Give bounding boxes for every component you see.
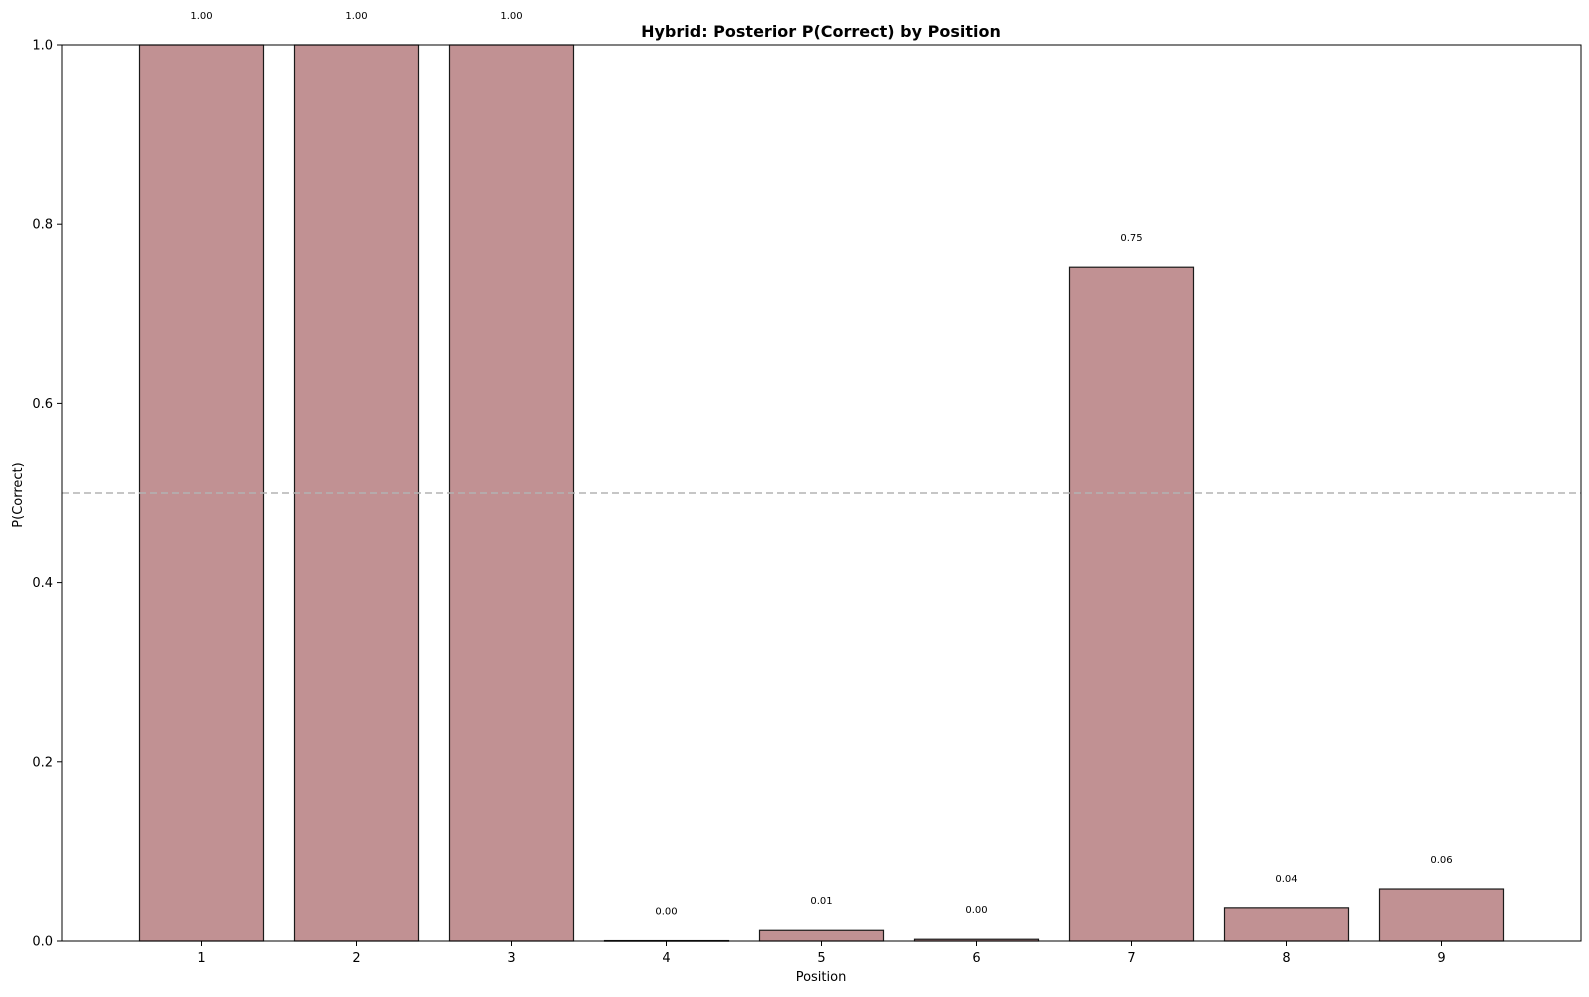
y-tick-label: 0.0: [32, 935, 53, 950]
x-axis-label: Position: [796, 970, 847, 985]
bar-8: [1223, 907, 1350, 942]
x-tick-label: 3: [507, 951, 515, 966]
y-tick-label: 0.2: [32, 755, 53, 770]
x-tick-label: 8: [1282, 951, 1290, 966]
bar-7: [1068, 266, 1195, 942]
x-tick-label: 6: [972, 951, 980, 966]
data-label-7: 0.75: [1120, 233, 1142, 244]
y-tick-label: 0.6: [32, 397, 53, 412]
bar-2: [293, 44, 420, 942]
data-label-5: 0.01: [810, 896, 832, 907]
data-label-3: 1.00: [500, 11, 522, 22]
bar-5: [758, 929, 885, 942]
y-tick-label: 0.4: [32, 576, 53, 591]
x-tick-label: 4: [662, 951, 670, 966]
bar-9: [1378, 888, 1505, 942]
data-label-2: 1.00: [345, 11, 367, 22]
data-label-6: 0.00: [965, 905, 987, 916]
x-tick-label: 9: [1437, 951, 1445, 966]
data-label-1: 1.00: [190, 11, 212, 22]
data-label-8: 0.04: [1275, 874, 1297, 885]
y-tick-label: 1.0: [32, 39, 53, 54]
y-axis-label: P(Correct): [11, 462, 26, 527]
x-tick-label: 7: [1127, 951, 1135, 966]
data-label-9: 0.06: [1430, 855, 1452, 866]
plot-area: 1.00 1.00 1.00 0.00 0.01 0.00 0.75 0.04 0.06 0.0 0…: [32, 11, 1582, 966]
y-tick-label: 0.8: [32, 218, 53, 233]
data-label-4: 0.00: [655, 907, 677, 918]
x-tick-label: 5: [817, 951, 825, 966]
chart-title: Hybrid: Posterior P(Correct) by Position: [641, 22, 1001, 41]
x-tick-label: 2: [352, 951, 360, 966]
x-tick-label: 1: [197, 951, 205, 966]
bar-3: [448, 44, 575, 942]
